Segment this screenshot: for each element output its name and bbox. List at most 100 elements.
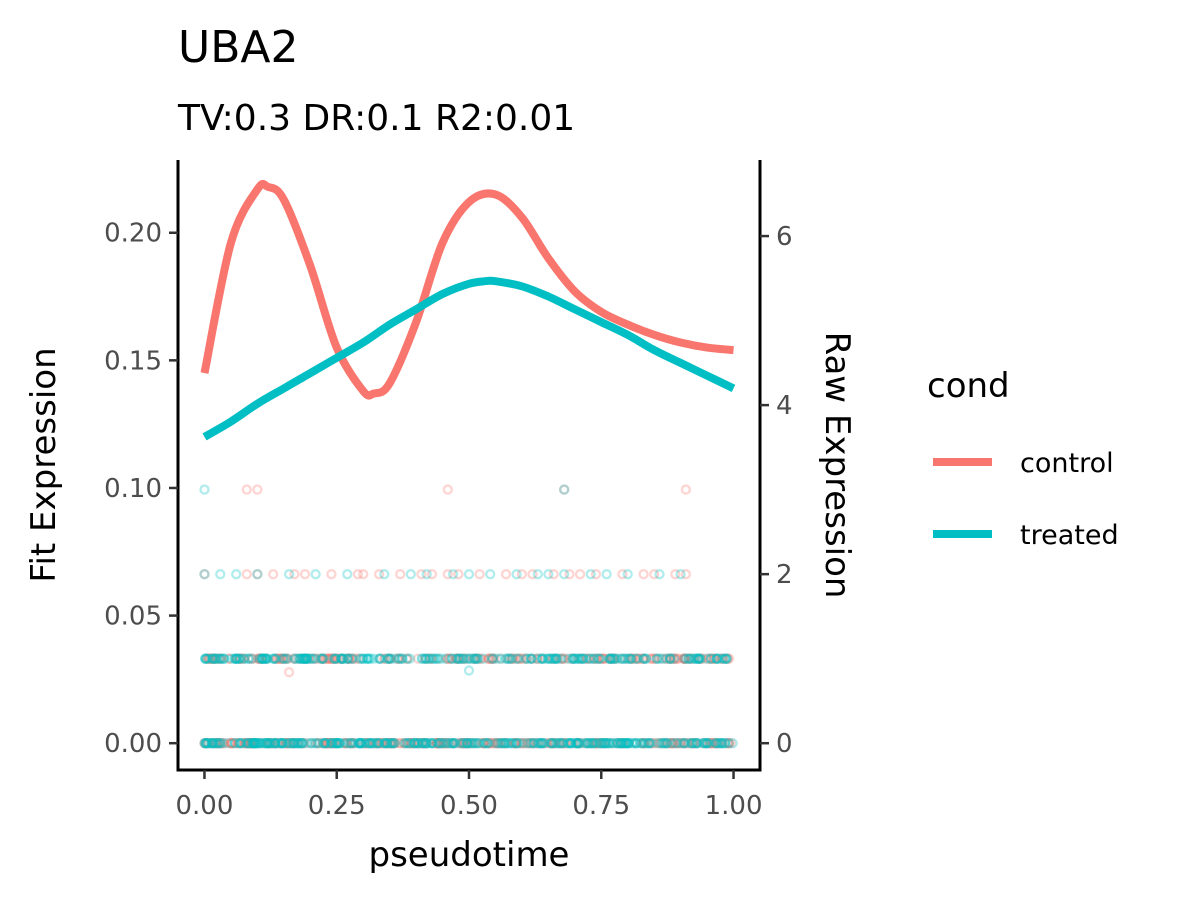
- raw-point-treated: [454, 738, 466, 749]
- raw-point-control: [588, 653, 600, 664]
- raw-point-control: [506, 653, 518, 664]
- raw-point-control: [337, 653, 348, 664]
- raw-point-treated: [511, 569, 522, 580]
- raw-point-treated: [570, 738, 581, 749]
- raw-point-treated: [594, 738, 605, 749]
- raw-point-treated: [720, 653, 731, 664]
- raw-point-treated: [569, 653, 580, 664]
- raw-point-treated: [207, 653, 219, 664]
- raw-point-control: [226, 738, 237, 749]
- raw-point-control: [452, 738, 463, 749]
- raw-point-control: [329, 653, 341, 664]
- raw-point-treated: [428, 653, 439, 664]
- raw-point-control: [243, 738, 254, 749]
- raw-point-treated: [651, 653, 662, 664]
- raw-point-treated: [636, 738, 647, 749]
- raw-point-control: [318, 653, 330, 664]
- raw-point-treated: [620, 738, 631, 749]
- raw-point-treated: [336, 653, 347, 664]
- raw-point-treated: [276, 738, 288, 749]
- raw-point-control: [388, 738, 399, 749]
- raw-point-treated: [296, 738, 307, 749]
- raw-point-control: [298, 653, 310, 664]
- raw-point-control: [246, 738, 258, 749]
- raw-point-treated: [550, 653, 561, 664]
- raw-point-treated: [299, 653, 310, 664]
- raw-point-control: [638, 738, 650, 749]
- raw-point-treated: [355, 738, 367, 749]
- raw-point-control: [514, 653, 525, 664]
- raw-point-treated: [721, 653, 733, 664]
- raw-point-control: [464, 653, 475, 664]
- raw-point-treated: [363, 738, 374, 749]
- raw-point-treated: [676, 738, 687, 749]
- raw-point-control: [546, 653, 557, 664]
- raw-point-treated: [665, 653, 676, 664]
- raw-point-treated: [526, 653, 537, 664]
- raw-point-control: [254, 653, 265, 664]
- raw-point-control: [343, 653, 354, 664]
- raw-point-treated: [620, 738, 631, 749]
- raw-point-treated: [478, 653, 489, 664]
- raw-point-treated: [622, 569, 633, 580]
- raw-point-control: [270, 653, 281, 664]
- raw-point-treated: [420, 738, 432, 749]
- raw-point-treated: [330, 738, 341, 749]
- raw-point-treated: [626, 738, 638, 749]
- raw-point-treated: [436, 738, 447, 749]
- raw-point-control: [549, 653, 560, 664]
- raw-point-treated: [356, 653, 367, 664]
- raw-point-treated: [570, 653, 581, 664]
- raw-point-treated: [394, 653, 406, 664]
- raw-point-treated: [310, 653, 321, 664]
- raw-point-control: [374, 738, 385, 749]
- raw-point-control: [329, 738, 340, 749]
- raw-point-treated: [584, 738, 595, 749]
- raw-point-control: [664, 738, 675, 749]
- raw-point-control: [618, 738, 630, 749]
- raw-point-control: [671, 653, 683, 664]
- raw-point-treated: [551, 653, 562, 664]
- raw-point-treated: [206, 653, 218, 664]
- raw-point-treated: [439, 738, 450, 749]
- raw-point-treated: [342, 653, 354, 664]
- raw-point-treated: [258, 653, 269, 664]
- raw-point-control: [365, 738, 377, 749]
- raw-point-control: [599, 738, 610, 749]
- raw-point-control: [623, 738, 635, 749]
- raw-point-control: [499, 738, 510, 749]
- raw-point-treated: [260, 653, 271, 664]
- raw-point-control: [226, 738, 238, 749]
- raw-point-control: [224, 738, 235, 749]
- raw-point-control: [452, 653, 463, 664]
- raw-point-control: [336, 653, 347, 664]
- raw-point-treated: [277, 653, 289, 664]
- raw-point-treated: [243, 738, 254, 749]
- raw-point-treated: [372, 738, 384, 749]
- raw-point-treated: [249, 738, 261, 749]
- raw-point-treated: [326, 738, 337, 749]
- raw-point-treated: [723, 738, 735, 749]
- raw-point-treated: [640, 738, 651, 749]
- raw-point-treated: [568, 653, 579, 664]
- raw-point-treated: [295, 653, 306, 664]
- raw-point-treated: [409, 738, 420, 749]
- raw-point-control: [360, 738, 372, 749]
- raw-point-control: [535, 653, 546, 664]
- raw-point-treated: [607, 653, 619, 664]
- raw-point-treated: [719, 738, 731, 749]
- raw-point-control: [273, 653, 284, 664]
- raw-point-control: [457, 738, 468, 749]
- raw-point-treated: [258, 738, 270, 749]
- raw-point-treated: [705, 653, 716, 664]
- raw-point-treated: [226, 653, 238, 664]
- raw-point-treated: [694, 653, 705, 664]
- raw-point-control: [325, 738, 336, 749]
- raw-point-control: [244, 738, 256, 749]
- raw-point-treated: [490, 738, 501, 749]
- raw-point-control: [244, 738, 256, 749]
- raw-point-control: [689, 738, 700, 749]
- raw-point-treated: [692, 738, 703, 749]
- raw-point-treated: [595, 653, 606, 664]
